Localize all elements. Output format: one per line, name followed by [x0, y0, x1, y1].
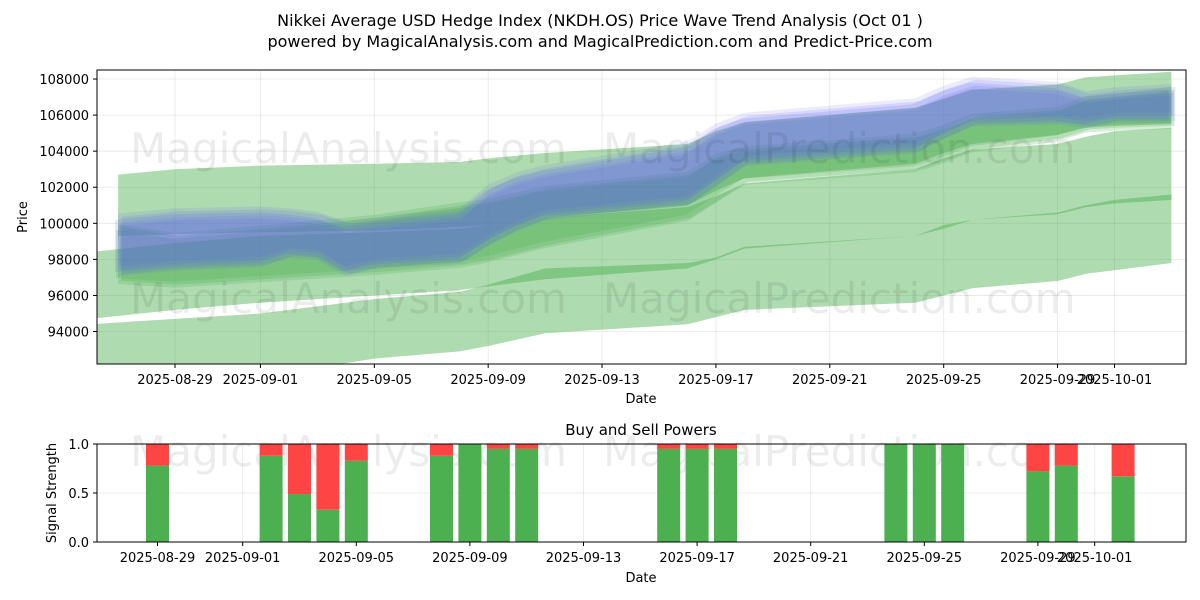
price-plot-frame	[96, 69, 1187, 365]
buy-power-bar	[1111, 476, 1135, 542]
wave-band-green	[121, 89, 1175, 285]
sell-power-bar	[1026, 444, 1050, 472]
price-x-tick-label: 2025-09-25	[906, 373, 982, 388]
watermark-prediction-bottom: MagicalPrediction.com	[603, 427, 1076, 476]
sell-power-bar	[685, 444, 709, 449]
signal-bars	[146, 444, 1135, 542]
buy-power-bar	[657, 448, 681, 542]
chart-title: Nikkei Average USD Hedge Index (NKDH.OS)…	[277, 11, 923, 30]
signal-x-tick-label: 2025-09-09	[432, 551, 508, 566]
buy-power-bar	[146, 465, 169, 542]
buy-power-bar	[1026, 471, 1050, 542]
price-x-axis: 2025-08-29 2025-09-01 2025-09-05 2025-09-09…	[137, 364, 1152, 388]
sell-power-bar	[430, 444, 453, 456]
signal-x-label: Date	[625, 571, 656, 586]
price-y-tick-label: 94000	[48, 326, 89, 341]
signal-y-axis: 0.0 0.5 1.0	[68, 438, 97, 551]
buy-power-bar	[259, 455, 283, 542]
price-watermarks: MagicalAnalysis.com MagicalPrediction.co…	[130, 124, 1076, 323]
price-y-label: Price	[16, 201, 31, 233]
signal-x-tick-label: 2025-09-17	[659, 551, 735, 566]
buy-power-bar	[714, 448, 737, 542]
signal-x-tick-label: 2025-09-21	[773, 551, 849, 566]
signal-x-tick-label: 2025-09-25	[887, 551, 963, 566]
sell-power-bar	[288, 444, 311, 494]
signal-y-label: Signal Strength	[45, 443, 60, 543]
signal-x-tick-label: 2025-09-13	[546, 551, 622, 566]
wave-band-blue	[122, 79, 1176, 274]
signal-y-tick-label: 0.0	[68, 536, 89, 551]
sell-power-bar	[344, 444, 368, 461]
signal-x-axis: 2025-08-29 2025-09-01 2025-09-05 2025-09-09…	[120, 542, 1133, 566]
sell-power-bar	[316, 444, 340, 510]
price-y-tick-label: 106000	[39, 109, 89, 124]
wave-band-blue	[118, 88, 1172, 266]
chart-subtitle: powered by MagicalAnalysis.com and Magic…	[267, 32, 932, 51]
watermark-analysis-top: MagicalAnalysis.com	[130, 124, 567, 173]
price-y-tick-label: 104000	[39, 145, 89, 160]
price-x-tick-label: 2025-09-09	[450, 373, 526, 388]
price-x-tick-label: 2025-09-21	[792, 373, 868, 388]
price-wave-bands	[97, 71, 1176, 364]
price-x-tick-label: 2025-09-01	[223, 373, 299, 388]
signal-x-tick-label: 2025-09-05	[319, 551, 395, 566]
wave-band-blue	[118, 76, 1172, 276]
price-y-axis: 94000 96000 98000 100000 102000 104000 106000 1…	[39, 73, 97, 341]
buy-power-bar	[912, 444, 936, 542]
signal-x-tick-label: 2025-10-01	[1057, 551, 1133, 566]
price-y-tick-label: 102000	[39, 181, 89, 196]
price-gridlines	[97, 70, 1186, 364]
sell-power-bar	[657, 444, 681, 449]
wave-band-green	[97, 127, 1172, 319]
signal-y-tick-label: 1.0	[68, 438, 89, 453]
buy-power-bar	[884, 444, 908, 542]
price-x-tick-label: 2025-09-17	[678, 373, 754, 388]
price-y-tick-label: 96000	[48, 289, 89, 304]
watermark-prediction-mid: MagicalPrediction.com	[603, 274, 1076, 323]
signal-y-tick-label: 0.5	[68, 487, 89, 502]
signal-x-tick-label: 2025-08-29	[120, 551, 196, 566]
sell-power-bar	[1054, 444, 1078, 466]
wave-band-green	[116, 92, 1170, 282]
signal-x-tick-label: 2025-09-01	[205, 551, 281, 566]
price-x-tick-label: 2025-08-29	[137, 373, 213, 388]
price-y-tick-label: 98000	[48, 253, 89, 268]
wave-band-green	[118, 71, 1172, 236]
buy-power-bar	[941, 444, 965, 542]
sell-power-bar	[515, 444, 539, 449]
buy-power-bar	[344, 460, 368, 542]
buy-power-bar	[685, 448, 709, 542]
sell-power-bar	[714, 444, 737, 449]
sell-power-bar	[486, 444, 510, 449]
buy-power-bar	[1054, 465, 1078, 542]
price-x-label: Date	[625, 392, 656, 407]
price-x-tick-label: 2025-09-13	[564, 373, 640, 388]
wave-band-green	[118, 86, 1172, 288]
buy-power-bar	[458, 444, 482, 542]
price-x-tick-label: 2025-09-29	[1020, 373, 1096, 388]
price-x-tick-label: 2025-10-01	[1077, 373, 1153, 388]
wave-band-blue	[115, 82, 1169, 272]
signal-x-tick-label: 2025-09-29	[1000, 551, 1076, 566]
buy-power-bar	[430, 455, 453, 542]
watermark-analysis-mid: MagicalAnalysis.com	[130, 274, 567, 323]
buy-power-bar	[288, 494, 311, 542]
sell-power-bar	[146, 444, 169, 466]
sell-power-bar	[259, 444, 283, 456]
wave-band-green	[97, 194, 1172, 364]
price-x-tick-label: 2025-09-05	[337, 373, 413, 388]
signal-chart-title: Buy and Sell Powers	[565, 421, 717, 439]
buy-power-bar	[515, 448, 539, 542]
sell-power-bar	[1111, 444, 1135, 477]
price-y-tick-label: 100000	[39, 217, 89, 232]
price-y-tick-label: 108000	[39, 73, 89, 88]
wave-band-blue	[120, 85, 1174, 269]
buy-power-bar	[486, 448, 510, 542]
watermark-prediction-top: MagicalPrediction.com	[603, 124, 1076, 173]
buy-power-bar	[316, 509, 340, 542]
